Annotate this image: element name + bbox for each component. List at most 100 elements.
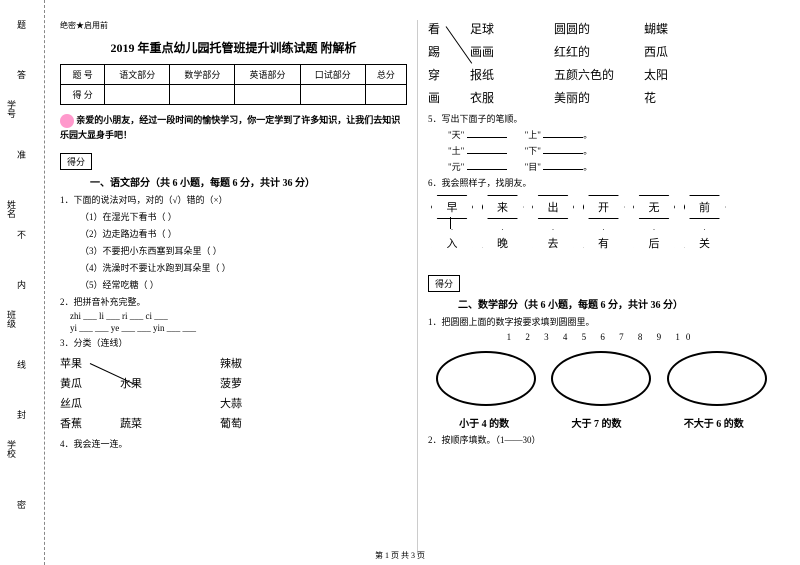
th: 口试部分	[300, 65, 365, 85]
q4: 4．我会连一连。	[60, 437, 407, 450]
pinyin-1: zhi ___ li ___ ri ___ ci ___	[70, 311, 407, 321]
page-content: 绝密★启用前 2019 年重点幼儿园托管班提升训练试题 附解析 题 号 语文部分…	[0, 0, 800, 565]
margin-text: 班级	[5, 310, 18, 328]
stroke-1: "天" "上" 。	[448, 128, 775, 141]
table-row: 得 分	[61, 85, 407, 105]
th: 英语部分	[235, 65, 300, 85]
margin-text: 准	[15, 150, 28, 159]
star-text: 关	[699, 238, 710, 250]
margin-text: 封	[15, 410, 28, 419]
item: 画	[428, 89, 440, 106]
right-column: 看 踢 穿 画 足球 画画 报纸 衣服 圆圆的 红红的 五颜六色的 美丽的 蝴蝶…	[418, 20, 785, 555]
item: 蝴蝶	[644, 20, 668, 37]
q6: 6．我会照样子，找朋友。	[428, 176, 775, 189]
item: 葡萄	[220, 415, 242, 431]
item: 水果	[120, 375, 180, 391]
star-text: 去	[548, 238, 559, 250]
item: 黄瓜	[60, 375, 120, 391]
star-box: 入	[431, 229, 473, 259]
item: 五颜六色的	[554, 66, 614, 83]
hex-row: 早 来 出 开 无 前	[428, 195, 775, 219]
score-box: 得分	[60, 153, 92, 170]
item: 大蒜	[220, 395, 242, 411]
star-box: 晚	[482, 229, 524, 259]
q1-s1: （1）在湿光下看书（ ）	[80, 210, 407, 223]
margin-text: 密	[15, 500, 28, 509]
intro-text: 亲爱的小朋友，经过一段时间的愉快学习，你一定学到了许多知识，让我们去知识乐园大显…	[60, 113, 407, 141]
stroke-3: "元" "目" 。	[448, 160, 775, 173]
mascot-icon	[60, 114, 74, 128]
star-text: 有	[598, 238, 609, 250]
q1-s3: （3）不要把小东西塞到耳朵里（ ）	[80, 244, 407, 257]
char: "目"	[525, 162, 541, 172]
margin-text: 姓名	[5, 200, 18, 218]
item: 踢	[428, 43, 440, 60]
star-box: 关	[684, 229, 726, 259]
char: "土"	[448, 146, 464, 156]
td	[365, 85, 406, 105]
word-match: 看 踢 穿 画 足球 画画 报纸 衣服 圆圆的 红红的 五颜六色的 美丽的 蝴蝶…	[428, 20, 775, 106]
oval-labels: 小于 4 的数 大于 7 的数 不大于 6 的数	[428, 415, 775, 430]
char: "上"	[525, 130, 541, 140]
item: 丝瓜	[60, 395, 120, 411]
item: 看	[428, 20, 440, 37]
oval-2	[551, 351, 651, 406]
q1-s2: （2）边走路边看书（ ）	[80, 227, 407, 240]
margin-text: 不	[15, 230, 28, 239]
section-1-title: 一、语文部分（共 6 小题，每题 6 分，共计 36 分）	[90, 174, 407, 189]
match-line	[446, 26, 473, 63]
margin-text: 内	[15, 280, 28, 289]
hex-box: 前	[684, 195, 726, 219]
star-box: 去	[532, 229, 574, 259]
score-table: 题 号 语文部分 数学部分 英语部分 口试部分 总分 得 分	[60, 64, 407, 105]
item: 花	[644, 89, 668, 106]
item: 美丽的	[554, 89, 614, 106]
oval-row	[428, 348, 775, 409]
oval-1	[436, 351, 536, 406]
td	[235, 85, 300, 105]
star-box: 后	[633, 229, 675, 259]
number-list: 1 2 3 4 5 6 7 8 9 10	[428, 332, 775, 342]
margin-text: 学号	[5, 100, 18, 118]
blank	[467, 128, 507, 138]
oval-label: 小于 4 的数	[459, 415, 509, 430]
margin-text: 线	[15, 360, 28, 369]
margin-text: 学校	[5, 440, 18, 458]
hex-box: 开	[583, 195, 625, 219]
mq1: 1．把圆圈上面的数字按要求填到圆圈里。	[428, 315, 775, 328]
item: 菠萝	[220, 375, 242, 391]
th: 题 号	[61, 65, 105, 85]
char: "元"	[448, 162, 464, 172]
item: 报纸	[470, 66, 494, 83]
oval-label: 大于 7 的数	[571, 415, 621, 430]
q1-s5: （5）经常吃糖（ ）	[80, 278, 407, 291]
item: 画画	[470, 43, 494, 60]
blank	[543, 144, 583, 154]
blank	[467, 160, 507, 170]
q3: 3．分类（连线）	[60, 336, 407, 349]
exam-title: 2019 年重点幼儿园托管班提升训练试题 附解析	[60, 39, 407, 56]
star-row: 入 晚 去 有 后 关	[428, 229, 775, 259]
char: "下"	[525, 146, 541, 156]
item: 红红的	[554, 43, 614, 60]
item: 太阳	[644, 66, 668, 83]
th: 数学部分	[170, 65, 235, 85]
connect-line	[450, 217, 451, 229]
intro-body: 亲爱的小朋友，经过一段时间的愉快学习，你一定学到了许多知识，让我们去知识乐园大显…	[60, 115, 400, 140]
margin-text: 答	[15, 70, 28, 79]
star-text: 后	[649, 238, 660, 250]
th: 语文部分	[105, 65, 170, 85]
table-row: 题 号 语文部分 数学部分 英语部分 口试部分 总分	[61, 65, 407, 85]
th: 总分	[365, 65, 406, 85]
q5: 5．写出下面子的笔顺。	[428, 112, 775, 125]
td	[170, 85, 235, 105]
oval-3	[667, 351, 767, 406]
q2: 2．把拼音补充完整。	[60, 295, 407, 308]
pinyin-2: yi ___ ___ ye ___ ___ yin ___ ___	[70, 323, 407, 333]
binding-margin: 题 答 学号 准 姓名 不 内 班级 线 封 学校 密	[0, 0, 45, 565]
hex-box: 无	[633, 195, 675, 219]
q1-s4: （4）洗澡时不要让水跑到耳朵里（ ）	[80, 261, 407, 274]
td: 得 分	[61, 85, 105, 105]
secrecy-tag: 绝密★启用前	[60, 20, 407, 31]
td	[105, 85, 170, 105]
